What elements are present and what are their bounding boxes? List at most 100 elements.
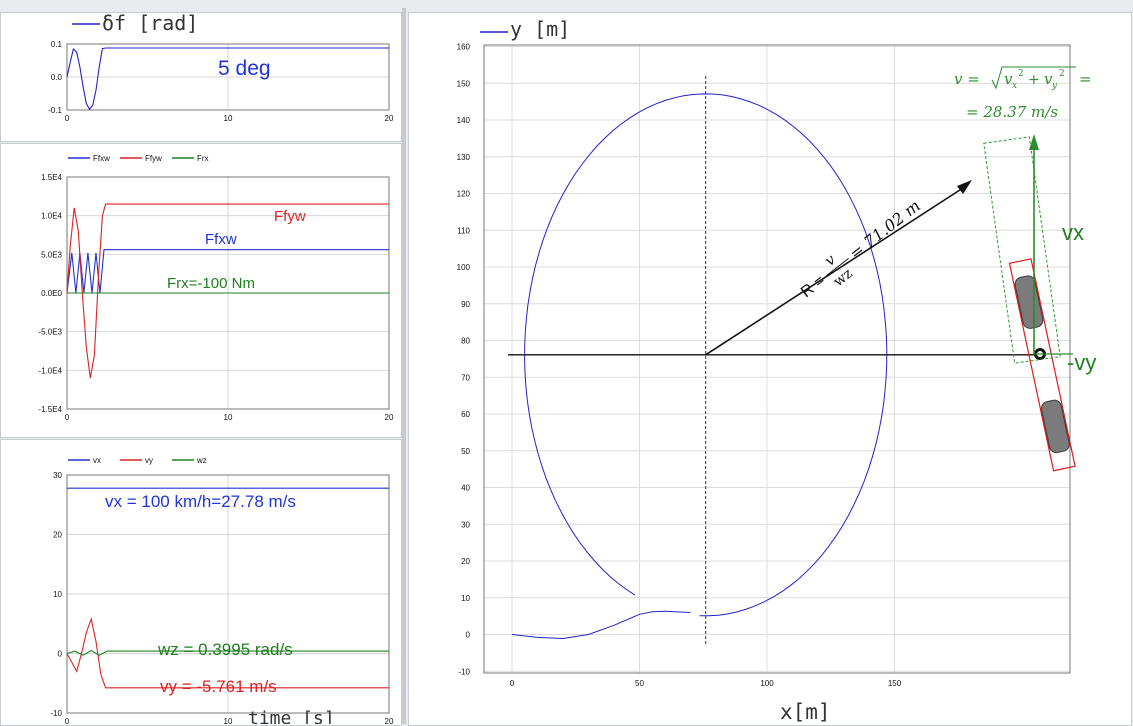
velocities-series-vy [66, 616, 389, 689]
velocities-ytick-label: 0 [58, 650, 63, 659]
velocity-formula-text: v = [954, 70, 980, 88]
delta-ytick-label: -0.1 [48, 106, 62, 115]
trajectory-ytick-label: 80 [461, 337, 470, 346]
velocities-legend-label: vy [145, 456, 153, 465]
trajectory-entry-path [511, 610, 691, 640]
front-wheel [1014, 275, 1044, 329]
trajectory-xtick-label: 150 [888, 679, 902, 688]
delta-axes: 0 10 20 0.1 0.0 -0.1 [48, 40, 394, 123]
velocity-formula-sqrt [991, 66, 1076, 90]
trajectory-ytick-label: 140 [457, 116, 471, 125]
forces-ytick-label: 1.5E4 [41, 173, 62, 182]
delta-title: δf [rad] [102, 11, 198, 35]
forces-series-ffxw [66, 249, 389, 294]
forces-ytick-label: 5.0E3 [41, 250, 62, 259]
velocities-ytick-label: -10 [50, 709, 62, 718]
velocities-series-wz [66, 649, 389, 656]
velocity-formula-text: = [1079, 70, 1092, 88]
velocity-formula-text: v [1044, 70, 1053, 88]
trajectory-ytick-label: 40 [461, 484, 470, 493]
forces-annotation-ffxw: Ffxw [205, 231, 237, 248]
velocity-dashed-rect [983, 136, 1061, 364]
velocities-annotation-vy: vy = -5.761 m/s [160, 677, 277, 696]
forces-ytick-label: -1.5E4 [38, 405, 62, 414]
trajectory-title: y [m] [510, 17, 570, 41]
forces-legend-label: Ffxw [93, 154, 110, 163]
trajectory-ytick-label: 30 [461, 520, 470, 529]
trajectory-xtick-label: 50 [635, 679, 644, 688]
trajectory-ytick-label: 160 [457, 43, 471, 52]
velocities-xtick-label: 10 [224, 717, 233, 724]
forces-xtick-label: 10 [224, 413, 233, 422]
radius-arrow-line [705, 185, 967, 356]
velocity-formula: v = v x2 + v y2 == 28.37 m/s [954, 66, 1092, 121]
trajectory-frame [483, 44, 1071, 674]
delta-xtick-label: 20 [385, 114, 394, 123]
trajectory-ytick-label: -10 [458, 667, 470, 676]
trajectory-ytick-label: 120 [457, 190, 471, 199]
velocities-legend-label: wz [196, 456, 207, 465]
velocities-ytick-label: 30 [53, 471, 62, 480]
radius-arrow-head [957, 180, 972, 194]
radius-fraction-bar [826, 257, 849, 276]
forces-axes: 0 10 20 1.5E4 1.0E4 5.0E3 0.0E0 -5.0E3 -1.0E4 -1.… [38, 173, 394, 422]
splitter-handle[interactable] [402, 8, 406, 724]
trajectory-circle [524, 93, 888, 617]
trajectory-pane [408, 12, 1132, 726]
velocities-legend-label: vx [93, 456, 101, 465]
velocity-formula-text: x [1012, 81, 1017, 91]
trajectory-ytick-label: 70 [461, 373, 470, 382]
velocities-annotation-vx: vx = 100 km/h=27.78 m/s [105, 492, 296, 511]
trajectory-ytick-label: 110 [457, 226, 470, 235]
velocity-formula-text: v [1004, 70, 1013, 88]
radius-annotation: R =vwz= 71.02 m [798, 196, 924, 301]
trajectory-xtick-label: 100 [760, 679, 774, 688]
vx-label: vx [1062, 220, 1084, 245]
forces-series-ffyw [66, 203, 389, 379]
velocity-formula-result: = 28.37 m/s [966, 103, 1058, 121]
forces-legend-label: Frx [197, 154, 209, 163]
trajectory-xtick-label: 0 [510, 679, 515, 688]
forces-ytick-label: -5.0E3 [38, 328, 62, 337]
forces-xtick-label: 20 [385, 413, 394, 422]
trajectory-ytick-label: 10 [461, 594, 470, 603]
trajectory-ytick-label: 150 [457, 79, 471, 88]
trajectory-ytick-label: 100 [457, 263, 471, 272]
vx-arrow-head [1029, 134, 1039, 150]
trajectory-ytick-label: 50 [461, 447, 470, 456]
trajectory-ytick-label: 90 [461, 300, 470, 309]
trajectory-ytick-label: 20 [461, 557, 470, 566]
trajectory-xlabel: x[m] [780, 700, 831, 724]
forces-annotation-ffyw: Ffyw [274, 208, 306, 225]
delta-series-frad [66, 47, 389, 111]
delta-annotation: 5 deg [218, 57, 271, 80]
vehicle-body-outline [1008, 258, 1076, 472]
velocities-ytick-label: 20 [53, 531, 62, 540]
rear-wheel [1041, 399, 1070, 454]
velocities-ytick-label: 10 [53, 590, 62, 599]
delta-xtick-label: 10 [224, 114, 233, 123]
trajectory-ytick-label: 130 [457, 153, 471, 162]
delta-ytick-label: 0.1 [51, 40, 63, 49]
forces-annotation-frx: Frx=-100 Nm [167, 275, 255, 292]
radius-annotation-text: = 71.02 m [846, 196, 924, 263]
trajectory-ytick-label: 60 [461, 410, 470, 419]
delta-xtick-label: 0 [65, 114, 70, 123]
velocity-formula-text: 2 [1059, 69, 1065, 79]
velocities-xlabel: time [s] [248, 708, 335, 724]
velocities-annotation-wz: wz = 0.3995 rad/s [157, 640, 293, 659]
velocity-formula-text: y [1051, 81, 1058, 91]
velocity-formula-text: + [1028, 72, 1040, 88]
vehicle [1008, 258, 1076, 472]
velocities-xtick-label: 0 [65, 717, 70, 724]
forces-ytick-label: 1.0E4 [41, 212, 62, 221]
radius-annotation-text: R = [798, 272, 828, 301]
velocities-xtick-label: 20 [385, 717, 394, 724]
minus-vy-label: -vy [1067, 350, 1096, 375]
trajectory-ytick-label: 0 [466, 631, 471, 640]
velocities-frame [66, 474, 390, 714]
forces-legend-label: Ffyw [145, 154, 162, 163]
